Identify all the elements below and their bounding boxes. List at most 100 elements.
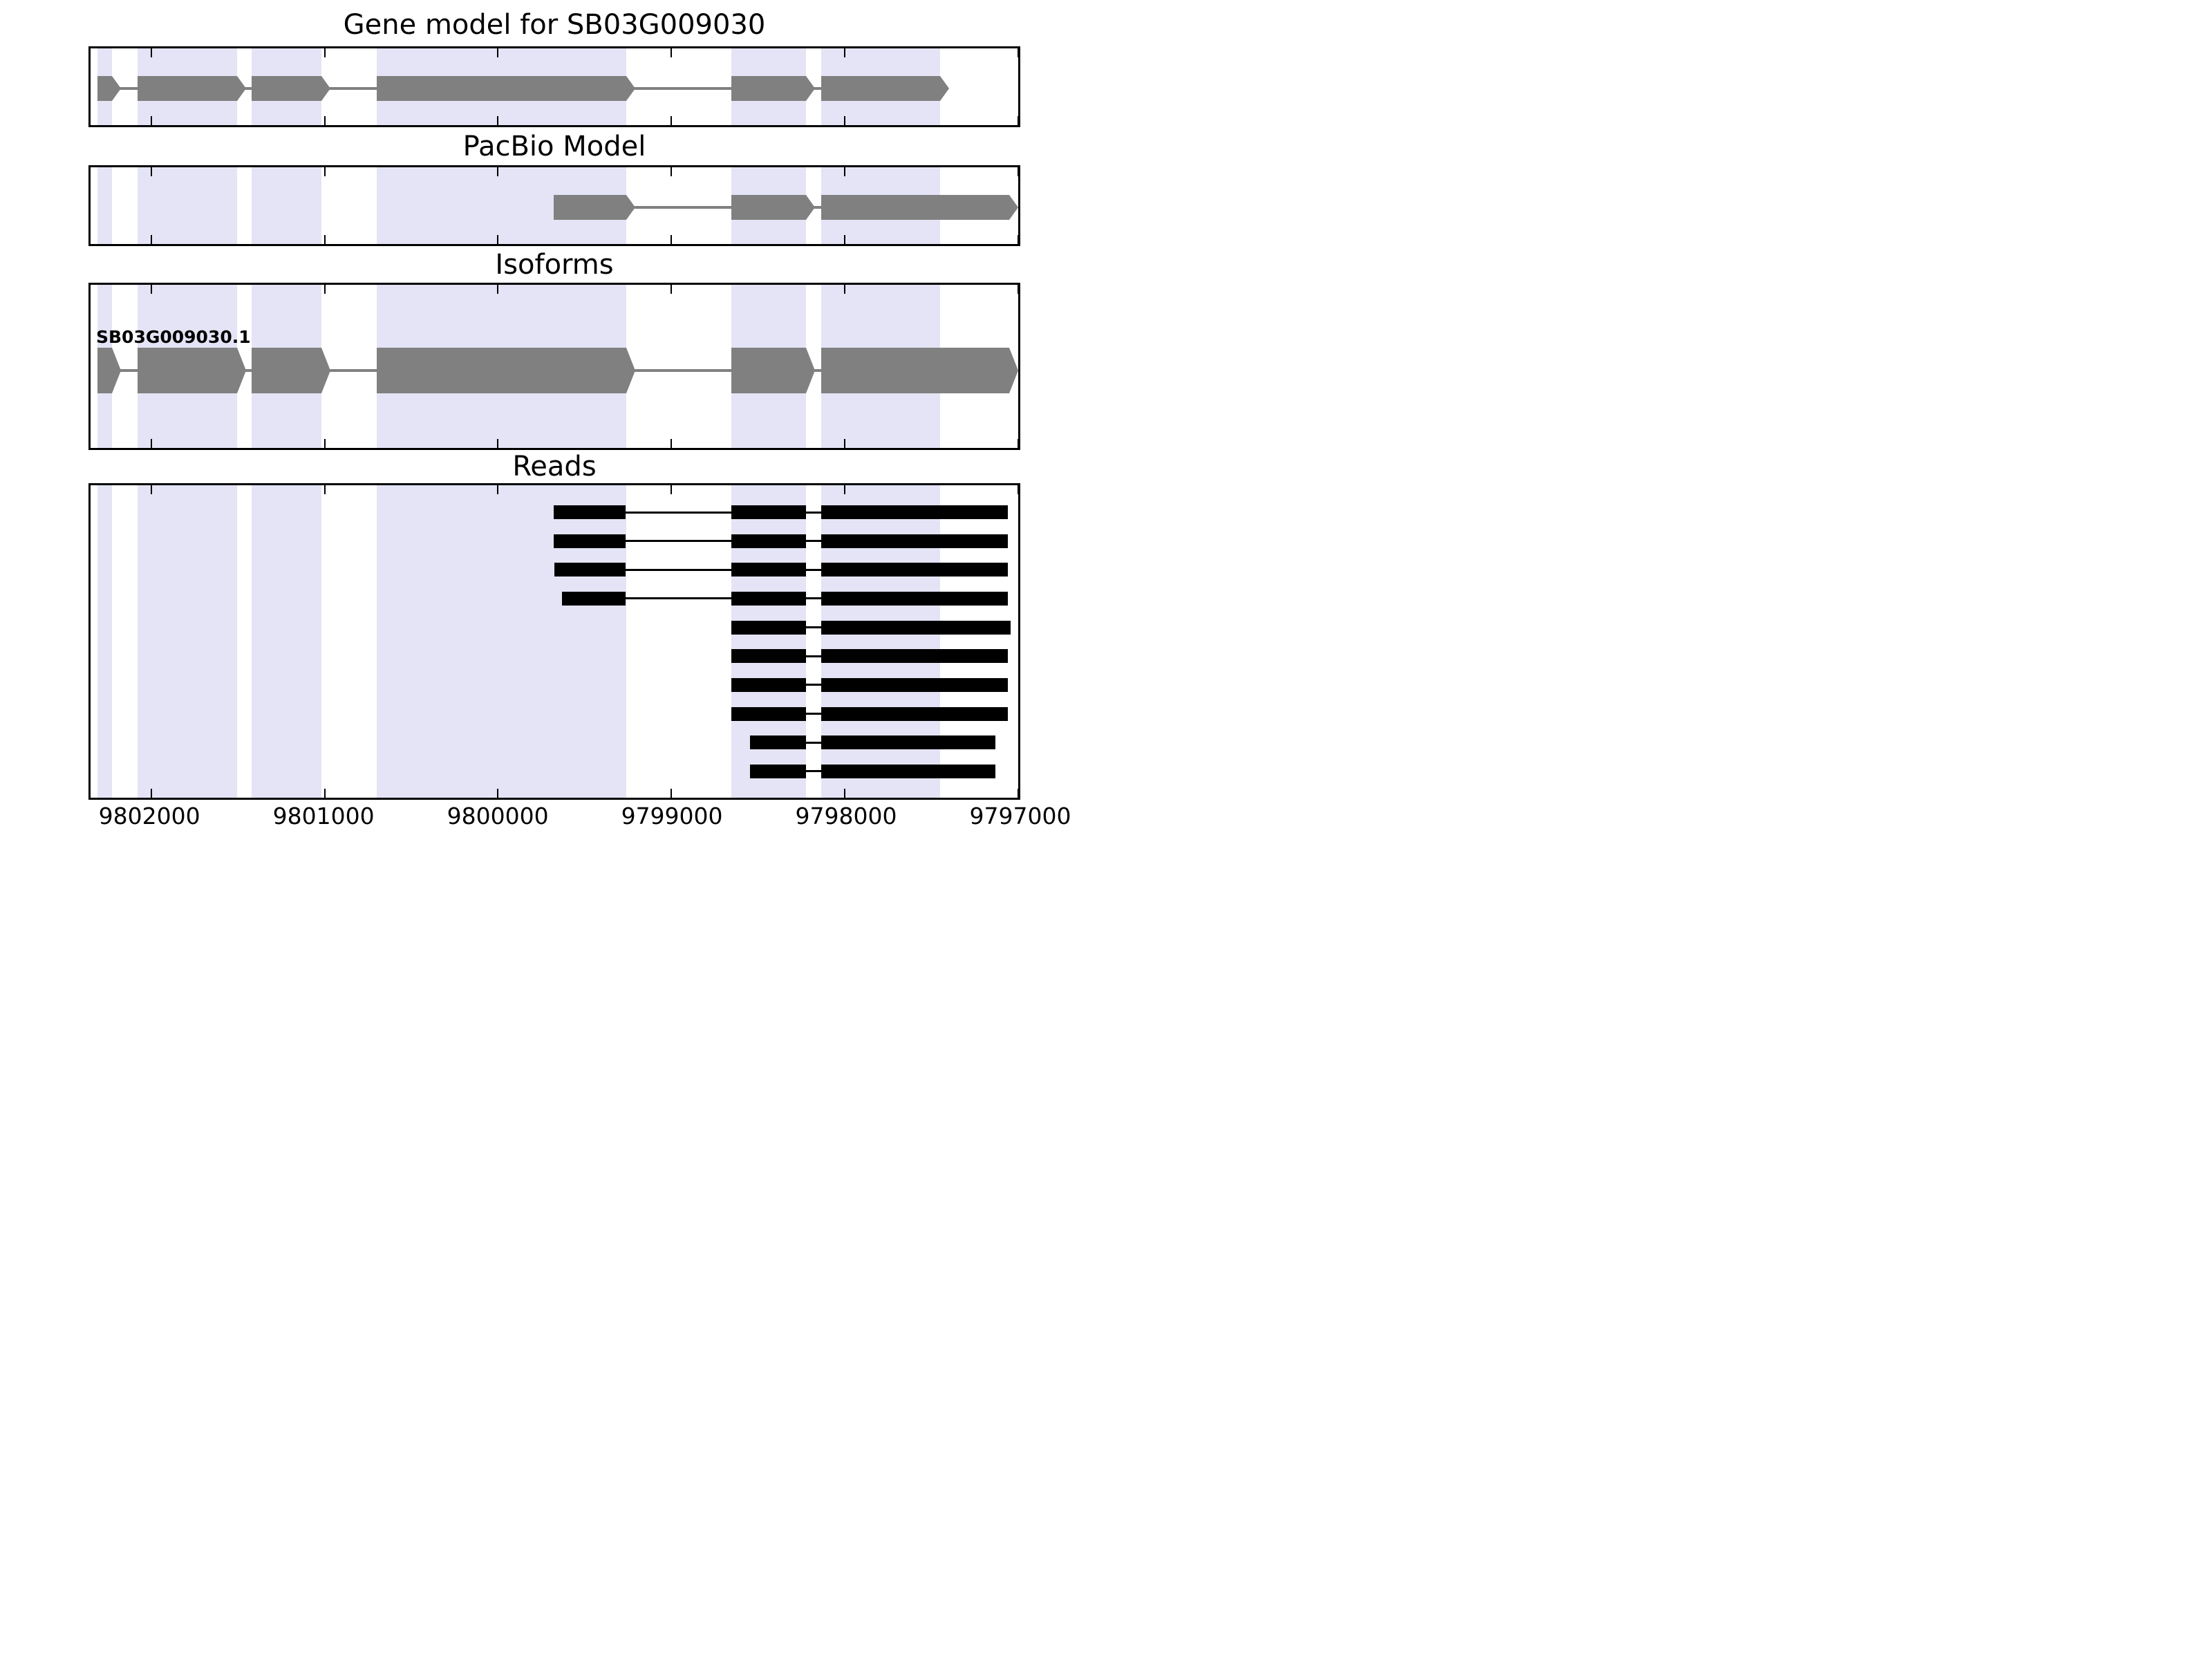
exon-block [731, 348, 806, 393]
axis-tick [671, 485, 673, 494]
panel-title-reads: Reads [512, 451, 597, 482]
exon-block [376, 76, 627, 101]
exon-arrow-tip [626, 76, 636, 101]
exon-arrow-tip [940, 76, 950, 101]
axis-tick [671, 48, 673, 57]
axis-tick [844, 48, 846, 57]
x-tick-label: 9797000 [969, 803, 1071, 830]
panel-isoforms: SB03G009030.1 [88, 283, 1020, 450]
exon-block [97, 348, 113, 393]
exon-arrow-tip [112, 76, 122, 101]
axis-tick [844, 116, 846, 125]
axis-tick [324, 285, 326, 294]
axis-tick [497, 116, 499, 125]
axis-tick [671, 116, 673, 125]
exon-highlight-band [252, 167, 321, 244]
axis-tick [671, 167, 673, 176]
exon-arrow-tip [321, 76, 330, 101]
exon-block [821, 348, 1010, 393]
read-exon-segment [731, 534, 806, 548]
read-exon-segment [821, 505, 1008, 519]
read-exon-segment [821, 706, 1008, 721]
axis-tick [150, 116, 152, 125]
axis-tick [671, 235, 673, 244]
exon-arrow-tip [805, 195, 815, 220]
gene-model-figure: Gene model for SB03G009030 PacBio Model … [0, 0, 1106, 830]
axis-tick [844, 485, 846, 494]
exon-block [821, 195, 1010, 220]
axis-tick [844, 285, 846, 294]
read-exon-segment [731, 620, 806, 635]
x-tick-label: 9802000 [98, 803, 200, 830]
axis-tick [1018, 48, 1019, 57]
axis-tick [497, 167, 499, 176]
axis-tick [1018, 235, 1019, 244]
exon-block [252, 76, 321, 101]
read-exon-segment [821, 534, 1008, 548]
exon-highlight-band [97, 167, 113, 244]
panel-title-gene-model: Gene model for SB03G009030 [343, 9, 766, 41]
exon-block [731, 195, 806, 220]
exon-block [731, 76, 806, 101]
read-exon-segment [821, 649, 1008, 664]
exon-block [252, 348, 321, 393]
exon-highlight-band [137, 485, 237, 798]
panel-reads [88, 483, 1020, 800]
axis-tick [1018, 285, 1019, 294]
x-tick-label: 9800000 [447, 803, 549, 830]
axis-tick [1018, 167, 1019, 176]
axis-tick [150, 48, 152, 57]
read-exon-segment [553, 534, 626, 548]
exon-highlight-band [137, 167, 237, 244]
read-exon-segment [750, 764, 806, 778]
axis-tick [324, 116, 326, 125]
exon-arrow-tip [1009, 348, 1018, 393]
axis-tick [497, 789, 499, 798]
read-exon-segment [821, 677, 1008, 692]
axis-tick [1018, 116, 1019, 125]
exon-arrow-tip [626, 195, 636, 220]
read-exon-segment [821, 620, 1011, 635]
exon-arrow-tip [236, 76, 246, 101]
axis-tick [497, 439, 499, 448]
axis-tick [324, 235, 326, 244]
exon-highlight-band [731, 485, 806, 798]
axis-tick [671, 285, 673, 294]
axis-tick [671, 789, 673, 798]
exon-arrow-tip [1009, 195, 1018, 220]
exon-block [553, 195, 627, 220]
exon-block [821, 76, 941, 101]
exon-highlight-band [376, 485, 627, 798]
isoform-label: SB03G009030.1 [96, 327, 251, 347]
axis-tick [324, 167, 326, 176]
axis-tick [1018, 485, 1019, 494]
read-exon-segment [731, 706, 806, 721]
axis-tick [150, 167, 152, 176]
axis-tick [671, 439, 673, 448]
read-exon-segment [821, 591, 1008, 606]
axis-tick [497, 285, 499, 294]
panel-title-isoforms: Isoforms [495, 249, 614, 281]
axis-tick [150, 235, 152, 244]
exon-highlight-band [97, 485, 113, 798]
axis-tick [150, 789, 152, 798]
read-exon-segment [821, 764, 996, 778]
axis-tick [844, 439, 846, 448]
axis-tick [844, 167, 846, 176]
read-exon-segment [554, 563, 626, 577]
read-exon-segment [731, 563, 806, 577]
axis-tick [324, 789, 326, 798]
exon-arrow-tip [805, 348, 815, 393]
axis-tick [497, 235, 499, 244]
read-exon-segment [731, 591, 806, 606]
axis-tick [324, 485, 326, 494]
axis-tick [324, 439, 326, 448]
exon-arrow-tip [626, 348, 636, 393]
axis-tick [150, 485, 152, 494]
exon-arrow-tip [321, 348, 330, 393]
exon-block [137, 348, 237, 393]
axis-tick [150, 439, 152, 448]
panel-title-pacbio-model: PacBio Model [462, 131, 646, 162]
axis-tick [497, 485, 499, 494]
axis-tick [497, 48, 499, 57]
